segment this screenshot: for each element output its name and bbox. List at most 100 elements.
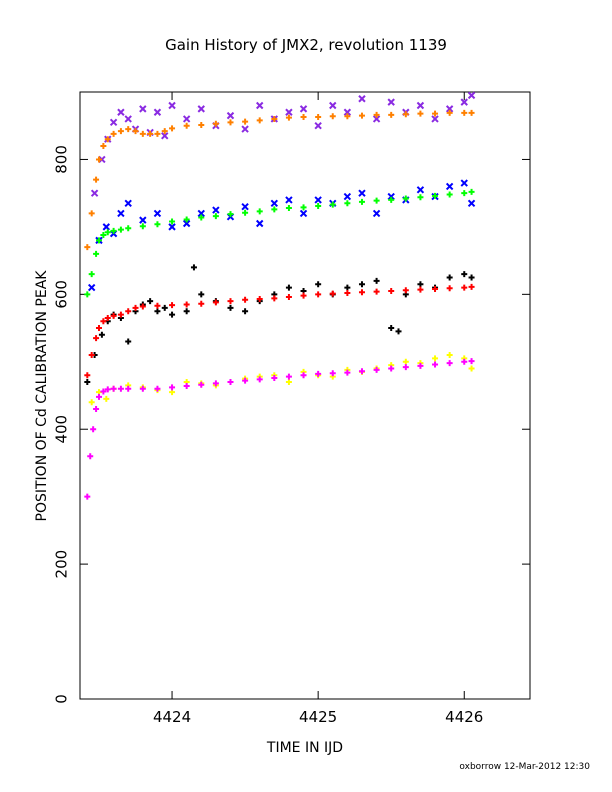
data-point	[183, 301, 190, 308]
data-point	[125, 308, 132, 315]
data-point	[358, 95, 366, 103]
data-point	[90, 426, 97, 433]
data-point	[84, 244, 91, 251]
data-point	[461, 284, 468, 291]
data-point	[95, 237, 102, 244]
data-point	[315, 370, 322, 377]
data-point	[100, 142, 107, 149]
data-point	[402, 287, 409, 294]
data-point	[93, 405, 100, 412]
data-point	[227, 211, 234, 218]
data-point	[88, 399, 95, 406]
data-point	[139, 105, 147, 113]
data-point	[84, 493, 91, 500]
data-point	[197, 209, 205, 218]
data-point	[117, 128, 124, 135]
series-6	[88, 352, 475, 406]
data-point	[117, 311, 124, 318]
data-point	[125, 338, 132, 345]
data-point	[110, 385, 117, 392]
data-point	[87, 283, 96, 292]
y-tick-label-4: 800	[53, 145, 71, 174]
data-point	[387, 192, 395, 201]
data-point	[468, 188, 475, 195]
data-point	[372, 115, 381, 123]
y-tick-label-1: 200	[53, 550, 71, 579]
data-point	[198, 214, 205, 221]
data-point	[314, 196, 322, 204]
data-point	[358, 289, 365, 296]
data-point	[104, 314, 111, 321]
plot-frame	[79, 91, 531, 700]
data-point	[329, 201, 336, 208]
data-point	[402, 358, 409, 365]
data-point	[147, 298, 154, 305]
data-point	[468, 365, 475, 372]
data-point	[416, 101, 425, 110]
data-point	[387, 98, 395, 106]
data-point	[344, 289, 351, 296]
data-point	[90, 189, 99, 197]
data-point	[300, 113, 307, 120]
data-point	[358, 198, 365, 205]
data-point	[190, 264, 197, 271]
data-point	[198, 300, 205, 307]
data-point	[300, 204, 307, 211]
data-point	[417, 362, 424, 369]
data-point	[100, 231, 107, 238]
data-point	[182, 115, 191, 123]
data-point	[388, 287, 395, 294]
data-point	[329, 290, 336, 297]
data-point	[104, 136, 111, 143]
data-point	[154, 302, 161, 309]
data-point	[344, 200, 351, 207]
data-point	[461, 190, 468, 197]
y-tick-label-0: 0	[53, 694, 71, 704]
data-point	[198, 381, 205, 388]
data-point	[344, 113, 351, 120]
data-point	[183, 216, 190, 223]
data-point	[161, 132, 169, 140]
data-point	[358, 112, 365, 119]
data-point	[147, 130, 154, 137]
data-point	[315, 202, 322, 209]
data-point	[285, 196, 293, 204]
data-point	[431, 115, 439, 123]
data-point	[241, 202, 249, 211]
data-point	[417, 110, 424, 117]
series-1	[84, 109, 475, 251]
data-point	[88, 210, 95, 217]
data-point	[461, 271, 468, 278]
data-point	[373, 111, 380, 118]
data-point	[416, 186, 425, 194]
data-point	[468, 274, 475, 281]
data-point	[299, 105, 308, 113]
data-point	[88, 271, 95, 278]
data-point	[169, 218, 176, 225]
data-point	[139, 223, 146, 230]
data-point	[88, 352, 95, 359]
data-point	[256, 296, 263, 303]
data-point	[468, 109, 475, 116]
data-point	[446, 285, 453, 292]
data-point	[95, 156, 102, 163]
data-point	[271, 295, 278, 302]
data-point	[125, 126, 132, 133]
series-4	[84, 264, 475, 386]
data-point	[117, 108, 125, 116]
data-point	[98, 331, 105, 338]
data-point	[402, 111, 409, 118]
data-point	[344, 284, 351, 291]
data-point	[154, 221, 161, 228]
data-point	[402, 364, 409, 371]
data-point	[446, 352, 453, 359]
data-point	[242, 209, 249, 216]
data-point	[432, 361, 439, 368]
data-point	[161, 304, 168, 311]
data-point	[256, 117, 263, 124]
data-point	[285, 108, 293, 116]
data-point	[242, 308, 249, 315]
data-point	[285, 284, 292, 291]
data-point	[95, 393, 102, 400]
data-point	[117, 385, 124, 392]
